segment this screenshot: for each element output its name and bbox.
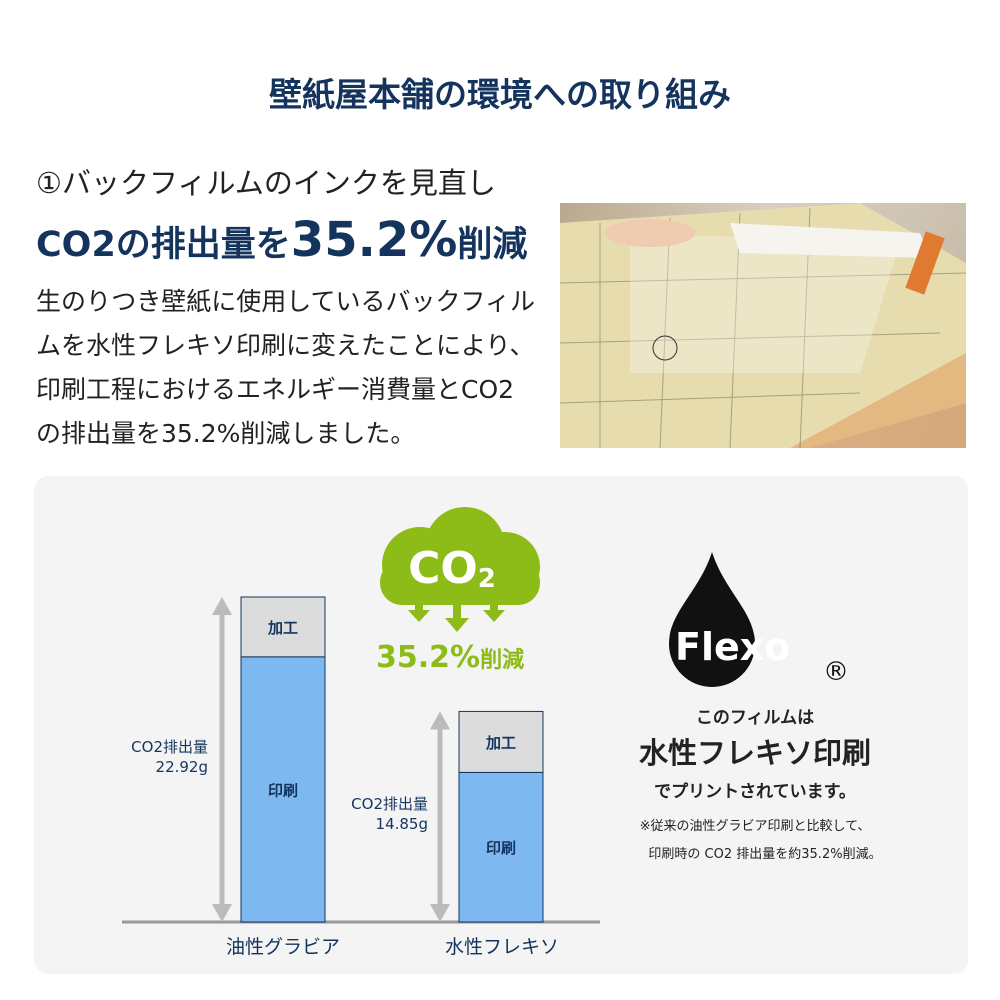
reduction-value: 35.2%	[376, 640, 481, 675]
bar-segment-label: 加工	[485, 734, 516, 752]
total-label-text: CO2排出量	[351, 795, 428, 813]
total-label-flexo: CO2排出量 14.85g	[310, 794, 428, 834]
section-body: 生のりつき壁紙に使用しているバックフィルムを水性フレキソ印刷に変えたことにより、…	[36, 287, 536, 448]
headline-prefix: CO2の排出量を	[36, 225, 291, 265]
x-label-gravure: 油性グラビア	[225, 936, 340, 958]
flexo-note1: ※従来の油性グラビア印刷と比較して、	[639, 819, 871, 834]
arrow-down-icon	[212, 904, 232, 922]
flexo-note2: 印刷時の CO2 排出量を約35.2%削減。	[648, 847, 882, 862]
bar-segment	[240, 656, 326, 923]
total-value: 14.85g	[375, 815, 428, 833]
photo-illustration	[560, 203, 966, 448]
bar-segment	[458, 710, 544, 773]
reduction-suffix: 削減	[480, 648, 525, 673]
headline-value: 35.2%	[290, 212, 458, 268]
section-subtitle: ①バックフィルムのインクを見直し	[36, 166, 496, 200]
total-label-text: CO2排出量	[131, 738, 208, 756]
bar-segment	[240, 596, 326, 658]
svg-text:®: ®	[823, 657, 849, 687]
bar-segment-label: 加工	[267, 619, 298, 637]
x-label-flexo: 水性フレキソ	[444, 936, 559, 958]
bar-segment-label: 印刷	[268, 781, 298, 799]
headline-suffix: 削減	[457, 225, 528, 265]
reduction-label: 35.2%削減	[376, 640, 524, 675]
flexo-logo: Flexo ®	[669, 552, 849, 687]
total-value: 22.92g	[155, 758, 208, 776]
bar-segment	[458, 771, 544, 923]
section-headline: CO2の排出量を35.2%削減	[36, 212, 527, 268]
svg-text:CO2: CO2	[408, 543, 496, 594]
bar-segment-label: 印刷	[486, 839, 516, 857]
co2-cloud-icon: CO2	[380, 507, 540, 632]
flexo-line3: でプリントされています。	[654, 782, 856, 802]
flexo-line2: 水性フレキソ印刷	[638, 736, 871, 770]
arrow-up-icon	[430, 711, 450, 730]
svg-text:Flexo: Flexo	[675, 625, 790, 669]
arrow-up-icon	[212, 597, 232, 615]
flexo-line1: このフィルムは	[695, 708, 815, 728]
total-label-gravure: CO2排出量 22.92g	[90, 737, 208, 777]
arrow-down-icon	[430, 904, 450, 922]
page-title: 壁紙屋本舗の環境への取り組み	[269, 75, 731, 114]
product-photo	[560, 203, 966, 448]
